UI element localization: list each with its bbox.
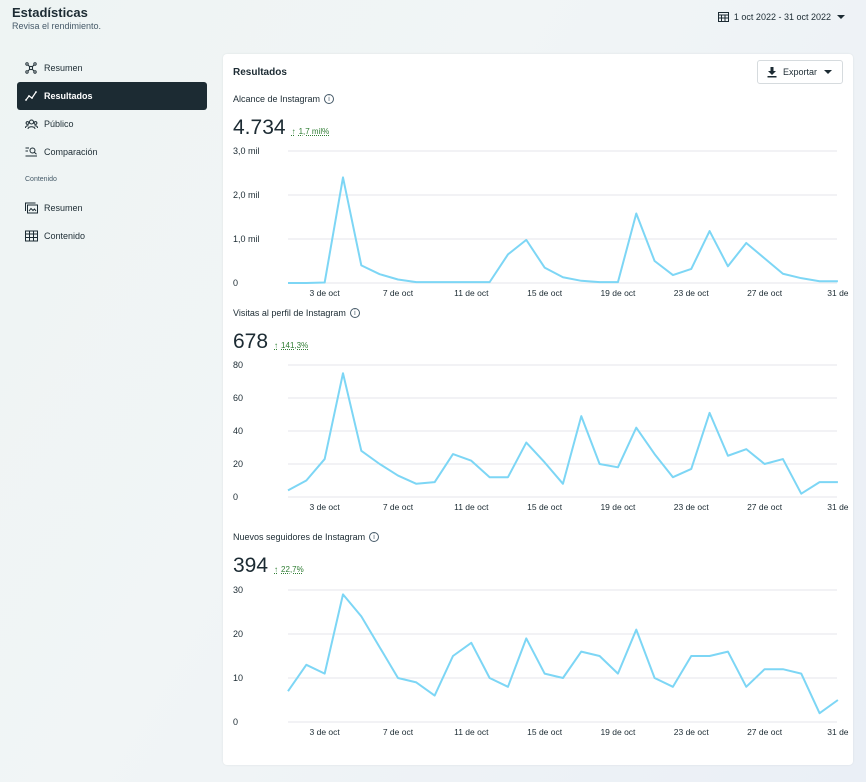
metric-delta[interactable]: ↑ 22,7% bbox=[274, 565, 304, 574]
x-tick-label: 23 de oct bbox=[674, 288, 710, 298]
x-tick-label: 19 de oct bbox=[600, 727, 636, 737]
x-tick-label: 15 de oct bbox=[527, 727, 563, 737]
series-line bbox=[287, 372, 838, 495]
metric-delta[interactable]: ↑ 141,3% bbox=[274, 341, 308, 350]
x-tick-label: 7 de oct bbox=[383, 727, 414, 737]
sidebar-item-label: Resumen bbox=[44, 63, 83, 73]
sidebar-section-label: Contenido bbox=[25, 176, 57, 183]
metric-total: 4.734 bbox=[233, 116, 286, 139]
x-tick-label: 3 de oct bbox=[310, 727, 341, 737]
sidebar-item-contenido-resumen[interactable]: Resumen bbox=[17, 194, 207, 222]
x-tick-label: 7 de oct bbox=[383, 502, 414, 512]
metric-label-new-followers: Nuevos seguidores de Instagram i bbox=[233, 532, 380, 542]
info-icon[interactable]: i bbox=[324, 94, 335, 104]
y-tick-label: 0 bbox=[233, 278, 238, 288]
y-tick-label: 20 bbox=[233, 629, 243, 639]
metric-label-text: Alcance de Instagram bbox=[233, 94, 321, 104]
arrow-up-icon: ↑ bbox=[291, 127, 296, 136]
x-tick-label: 11 de oct bbox=[454, 288, 489, 298]
sidebar-item-publico[interactable]: Público bbox=[17, 110, 207, 138]
metric-delta[interactable]: ↑ 1,7 mil% bbox=[292, 127, 330, 136]
x-tick-label: 15 de oct bbox=[527, 288, 563, 298]
metric-delta-value: 22,7% bbox=[281, 565, 304, 574]
metric-total: 678 bbox=[233, 330, 269, 353]
y-tick-label: 1,0 mil bbox=[233, 234, 260, 244]
metric-value-new-followers: 394 ↑ 22,7% bbox=[233, 554, 304, 578]
metric-label-text: Nuevos seguidores de Instagram bbox=[233, 532, 366, 542]
sidebar-item-resultados[interactable]: Resultados bbox=[17, 82, 207, 110]
x-tick-label: 31 de bbox=[827, 727, 849, 737]
reach-chart: 0 1,0 mil 2,0 mil 3,0 mil 3 de oct 7 de oct 11… bbox=[233, 146, 849, 298]
x-tick-label: 27 de oct bbox=[747, 288, 783, 298]
results-card: Resultados Exportar bbox=[223, 54, 853, 765]
metric-label-text: Visitas al perfil de Instagram bbox=[233, 308, 346, 318]
y-tick-label: 60 bbox=[233, 393, 243, 403]
sidebar-item-resumen[interactable]: Resumen bbox=[17, 54, 207, 82]
x-tick-label: 27 de oct bbox=[747, 502, 783, 512]
x-tick-label: 3 de oct bbox=[310, 288, 341, 298]
info-icon[interactable]: i bbox=[349, 308, 360, 318]
export-label: Exportar bbox=[782, 67, 817, 77]
caret-down-icon bbox=[837, 14, 845, 19]
y-tick-label: 10 bbox=[233, 673, 243, 683]
y-tick-label: 0 bbox=[233, 717, 238, 727]
x-tick-label: 7 de oct bbox=[383, 288, 414, 298]
x-tick-label: 23 de oct bbox=[674, 727, 710, 737]
y-tick-label: 3,0 mil bbox=[233, 146, 260, 156]
date-range-label: 1 oct 2022 - 31 oct 2022 bbox=[733, 11, 831, 22]
metric-label-profile-visits: Visitas al perfil de Instagram i bbox=[233, 308, 360, 318]
metric-value-reach: 4.734 ↑ 1,7 mil% bbox=[233, 116, 329, 140]
caret-down-icon bbox=[824, 70, 832, 74]
x-tick-label: 11 de oct bbox=[454, 502, 489, 512]
date-range-picker[interactable]: 1 oct 2022 - 31 oct 2022 bbox=[717, 11, 846, 22]
metric-delta-value: 141,3% bbox=[281, 341, 309, 350]
compare-search-icon bbox=[24, 145, 38, 159]
y-tick-label: 80 bbox=[233, 360, 243, 370]
metric-label-reach: Alcance de Instagram i bbox=[233, 94, 335, 104]
x-tick-label: 31 de bbox=[827, 288, 849, 298]
x-tick-label: 11 de oct bbox=[454, 727, 489, 737]
x-tick-label: 3 de oct bbox=[310, 502, 341, 512]
x-tick-label: 23 de oct bbox=[674, 502, 710, 512]
sidebar-item-label: Contenido bbox=[44, 231, 86, 241]
metric-value-profile-visits: 678 ↑ 141,3% bbox=[233, 330, 308, 354]
sidebar-item-contenido[interactable]: Contenido bbox=[17, 222, 207, 250]
page-title: Estadísticas bbox=[12, 5, 88, 20]
download-icon bbox=[767, 66, 777, 77]
y-tick-label: 20 bbox=[233, 459, 243, 469]
overview-icon bbox=[24, 61, 38, 75]
table-icon bbox=[24, 229, 38, 243]
metric-total: 394 bbox=[233, 554, 269, 577]
page-subtitle: Revisa el rendimiento. bbox=[12, 21, 102, 31]
x-tick-label: 19 de oct bbox=[600, 288, 636, 298]
y-tick-label: 30 bbox=[233, 585, 243, 595]
sidebar-item-label: Comparación bbox=[44, 147, 98, 157]
profile-visits-chart: 0 20 40 60 80 3 de oct 7 de oct 11 de oct 15 de … bbox=[233, 360, 849, 512]
new-followers-chart: 0 10 20 30 3 de oct 7 de oct 11 de oct 15 de oc… bbox=[233, 585, 849, 737]
sidebar-item-label: Resumen bbox=[44, 203, 83, 213]
info-icon[interactable]: i bbox=[369, 532, 380, 542]
content-overview-icon bbox=[24, 201, 38, 215]
x-tick-label: 19 de oct bbox=[600, 502, 636, 512]
y-tick-label: 0 bbox=[233, 492, 238, 502]
card-title: Resultados bbox=[233, 67, 287, 78]
x-tick-label: 15 de oct bbox=[527, 502, 563, 512]
sidebar-item-comparacion[interactable]: Comparación bbox=[17, 138, 207, 166]
audience-icon bbox=[24, 117, 38, 131]
sidebar-item-label: Público bbox=[44, 119, 74, 129]
arrow-up-icon: ↑ bbox=[274, 565, 279, 574]
results-trend-icon bbox=[24, 89, 38, 103]
series-line bbox=[288, 176, 838, 284]
y-tick-label: 2,0 mil bbox=[233, 190, 260, 200]
metric-delta-value: 1,7 mil% bbox=[298, 127, 330, 136]
series-line bbox=[287, 593, 839, 715]
calendar-icon bbox=[717, 12, 729, 22]
export-button[interactable]: Exportar bbox=[756, 60, 843, 84]
x-tick-label: 27 de oct bbox=[747, 727, 783, 737]
sidebar: Resumen Resultados Público Comparación C… bbox=[17, 54, 207, 250]
sidebar-item-label: Resultados bbox=[44, 91, 93, 101]
y-tick-label: 40 bbox=[233, 426, 243, 436]
x-tick-label: 31 de bbox=[827, 502, 849, 512]
arrow-up-icon: ↑ bbox=[274, 341, 279, 350]
